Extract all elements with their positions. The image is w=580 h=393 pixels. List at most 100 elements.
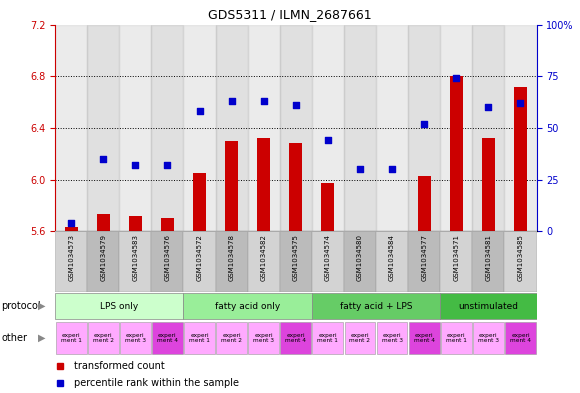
Bar	[386, 231, 398, 237]
Bar	[289, 143, 302, 231]
Bar	[183, 25, 216, 231]
Bar	[408, 25, 440, 231]
Bar	[312, 25, 344, 231]
Text: unstimulated: unstimulated	[458, 302, 519, 310]
Text: GSM1034580: GSM1034580	[357, 234, 363, 281]
Bar	[514, 86, 527, 231]
Bar	[354, 231, 367, 237]
Bar	[56, 322, 86, 354]
Bar	[161, 218, 174, 231]
Bar	[482, 138, 495, 231]
Point	[419, 121, 429, 127]
Bar	[344, 231, 376, 292]
Point	[356, 166, 365, 172]
Bar	[280, 25, 312, 231]
Bar	[248, 231, 280, 292]
Bar	[225, 141, 238, 231]
Point	[516, 100, 525, 106]
Text: GSM1034581: GSM1034581	[485, 234, 491, 281]
Text: experi
ment 1: experi ment 1	[189, 332, 210, 343]
Text: experi
ment 3: experi ment 3	[382, 332, 403, 343]
Point	[195, 108, 204, 114]
Point	[387, 166, 397, 172]
Text: percentile rank within the sample: percentile rank within the sample	[74, 378, 240, 387]
Text: experi
ment 3: experi ment 3	[478, 332, 499, 343]
Bar	[313, 322, 343, 354]
Bar	[418, 176, 430, 231]
Bar	[97, 214, 110, 231]
Text: GSM1034571: GSM1034571	[453, 234, 459, 281]
Bar	[280, 231, 312, 292]
Bar	[258, 138, 270, 231]
Text: fatty acid only: fatty acid only	[215, 302, 280, 310]
Point	[163, 162, 172, 168]
Text: ▶: ▶	[38, 301, 45, 311]
Text: other: other	[1, 333, 27, 343]
Text: GSM1034578: GSM1034578	[229, 234, 235, 281]
Text: experi
ment 3: experi ment 3	[253, 332, 274, 343]
Point	[130, 162, 140, 168]
Bar	[65, 227, 78, 231]
Bar	[376, 322, 408, 354]
Bar	[151, 231, 183, 292]
Bar	[151, 25, 183, 231]
Bar	[152, 322, 183, 354]
Bar	[87, 25, 119, 231]
Text: fatty acid + LPS: fatty acid + LPS	[340, 302, 412, 310]
Bar	[55, 231, 87, 292]
Text: GSM1034575: GSM1034575	[293, 234, 299, 281]
Text: experi
ment 1: experi ment 1	[61, 332, 82, 343]
Bar	[345, 322, 375, 354]
Point	[484, 104, 493, 110]
Bar	[184, 322, 215, 354]
Point	[323, 137, 332, 143]
Text: experi
ment 1: experi ment 1	[317, 332, 338, 343]
Bar	[280, 322, 311, 354]
Text: GSM1034574: GSM1034574	[325, 234, 331, 281]
Text: GSM1034573: GSM1034573	[68, 234, 74, 281]
Bar	[216, 322, 247, 354]
Text: experi
ment 2: experi ment 2	[350, 332, 371, 343]
Bar	[88, 322, 119, 354]
Text: experi
ment 2: experi ment 2	[93, 332, 114, 343]
Bar	[120, 322, 151, 354]
Point	[99, 156, 108, 162]
Text: GSM1034576: GSM1034576	[164, 234, 171, 281]
Bar	[55, 25, 87, 231]
Bar	[344, 25, 376, 231]
Bar	[183, 231, 216, 292]
Bar	[193, 173, 206, 231]
Bar	[321, 184, 334, 231]
Bar	[440, 231, 472, 292]
Bar	[55, 294, 183, 319]
Point	[67, 220, 76, 226]
Point	[259, 98, 269, 104]
Point	[452, 75, 461, 81]
Bar	[312, 294, 440, 319]
Text: GSM1034583: GSM1034583	[132, 234, 139, 281]
Bar	[129, 216, 142, 231]
Bar	[312, 231, 344, 292]
Point	[227, 98, 236, 104]
Text: ▶: ▶	[38, 333, 45, 343]
Text: GDS5311 / ILMN_2687661: GDS5311 / ILMN_2687661	[208, 8, 372, 21]
Bar	[505, 25, 536, 231]
Text: experi
ment 1: experi ment 1	[446, 332, 467, 343]
Bar	[440, 294, 536, 319]
Text: GSM1034577: GSM1034577	[421, 234, 427, 281]
Bar	[505, 231, 536, 292]
Bar	[376, 231, 408, 292]
Text: GSM1034585: GSM1034585	[517, 234, 524, 281]
Bar	[183, 294, 312, 319]
Bar	[216, 231, 248, 292]
Text: experi
ment 3: experi ment 3	[125, 332, 146, 343]
Text: protocol: protocol	[1, 301, 41, 311]
Bar	[408, 231, 440, 292]
Bar	[119, 25, 151, 231]
Bar	[450, 76, 463, 231]
Bar	[472, 231, 505, 292]
Text: GSM1034582: GSM1034582	[260, 234, 267, 281]
Bar	[376, 25, 408, 231]
Point	[291, 102, 300, 108]
Bar	[473, 322, 504, 354]
